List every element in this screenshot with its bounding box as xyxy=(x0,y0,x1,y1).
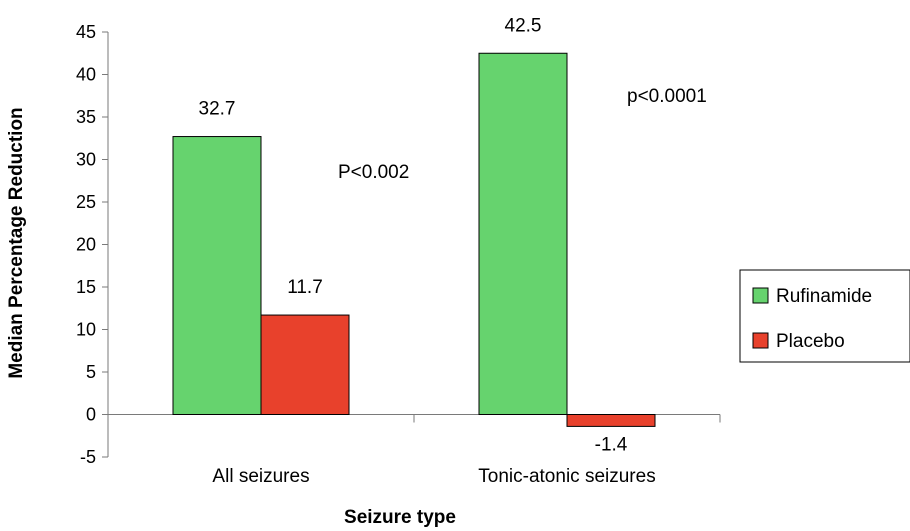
legend-swatch-placebo xyxy=(752,332,769,349)
x-axis-title: Seizure type xyxy=(344,507,456,528)
y-tick-label: 45 xyxy=(76,22,96,42)
y-tick-label: 15 xyxy=(76,277,96,297)
y-tick-label: 20 xyxy=(76,235,96,255)
x-tick-label: Tonic-atonic seizures xyxy=(478,466,655,487)
y-tick-label: 5 xyxy=(86,362,96,382)
y-tick-label: 40 xyxy=(76,65,96,85)
y-tick-label: 30 xyxy=(76,150,96,170)
bar xyxy=(260,314,350,415)
annotation-tonic-atonic-pvalue: p<0.0001 xyxy=(627,86,707,107)
bar xyxy=(566,414,656,427)
legend: Rufinamide Placebo xyxy=(739,269,910,363)
data-label: 11.7 xyxy=(287,277,323,298)
data-label: -1.4 xyxy=(595,434,628,455)
bar xyxy=(478,52,568,415)
plot-area: -5 0 5 10 15 20 25 30 35 40 45 32.7 11.7 All seizures… xyxy=(76,15,721,487)
data-label: 42.5 xyxy=(505,15,542,36)
y-tick-label: -5 xyxy=(80,447,96,467)
y-tick-label: 25 xyxy=(76,192,96,212)
x-tick-label: All seizures xyxy=(212,466,309,487)
legend-label-rufinamide: Rufinamide xyxy=(776,286,872,307)
y-tick-label: 35 xyxy=(76,107,96,127)
y-axis-title: Median Percentage Reduction xyxy=(6,107,27,378)
bar xyxy=(172,136,262,416)
y-tick-label: 0 xyxy=(86,405,96,425)
y-tick-label: 10 xyxy=(76,320,96,340)
data-label: 32.7 xyxy=(199,99,236,120)
legend-swatch-rufinamide xyxy=(752,287,769,304)
legend-label-placebo: Placebo xyxy=(776,331,845,352)
annotation-all-seizures-pvalue: P<0.002 xyxy=(338,162,409,183)
